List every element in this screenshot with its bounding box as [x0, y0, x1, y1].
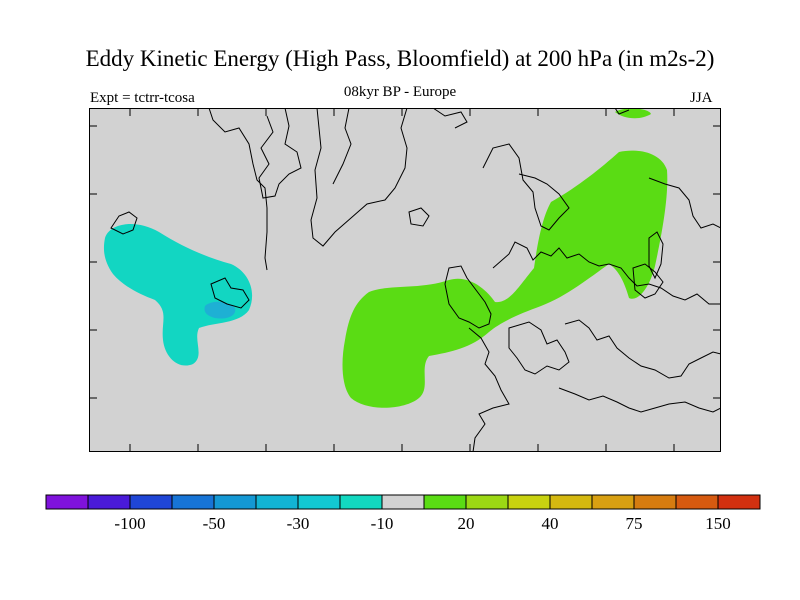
colorbar-swatch	[633, 494, 677, 510]
colorbar-swatch	[339, 494, 383, 510]
experiment-label: Expt = tctrr-tcosa	[90, 90, 195, 106]
frame-ticks	[89, 108, 721, 452]
colorbar-swatch	[591, 494, 635, 510]
map-frame	[89, 108, 721, 452]
colorbar-swatch	[45, 494, 89, 510]
colorbar-tick-label: 40	[542, 514, 559, 533]
positive-anomaly-region	[342, 150, 668, 408]
colorbar-labels: -100 -50 -30 -10 20 40 75 150	[114, 514, 730, 533]
coastlines	[110, 108, 721, 452]
colorbar-swatch	[129, 494, 173, 510]
season-label: JJA	[690, 90, 713, 106]
negative-anomaly-core	[204, 301, 236, 319]
colorbar-swatch	[675, 494, 719, 510]
colorbar-tick-label: -30	[287, 514, 310, 533]
colorbar-tick-label: 20	[458, 514, 475, 533]
colorbar-swatch	[255, 494, 299, 510]
positive-anomaly-north	[615, 108, 651, 119]
colorbar-tick-label: 150	[705, 514, 731, 533]
colorbar-tick-label: -10	[371, 514, 394, 533]
colorbar-tick-label: -50	[203, 514, 226, 533]
colorbar-swatch	[507, 494, 551, 510]
map-subtitle: 08kyr BP - Europe	[343, 84, 457, 100]
colorbar-swatch	[297, 494, 341, 510]
colorbar-swatch	[213, 494, 257, 510]
colorbar-swatch	[171, 494, 215, 510]
colorbar-swatch	[423, 494, 467, 510]
colorbar-swatch	[465, 494, 509, 510]
colorbar-swatch	[717, 494, 761, 510]
colorbar-swatch	[381, 494, 425, 510]
page-title: Eddy Kinetic Energy (High Pass, Bloomfie…	[85, 46, 715, 71]
colorbar-swatch	[87, 494, 131, 510]
negative-anomaly-region	[103, 224, 253, 366]
colorbar-tick-label: 75	[626, 514, 643, 533]
colorbar-tick-label: -100	[114, 514, 145, 533]
colorbar-swatch	[549, 494, 593, 510]
map-panel	[89, 108, 721, 452]
colorbar-swatches	[45, 494, 761, 510]
